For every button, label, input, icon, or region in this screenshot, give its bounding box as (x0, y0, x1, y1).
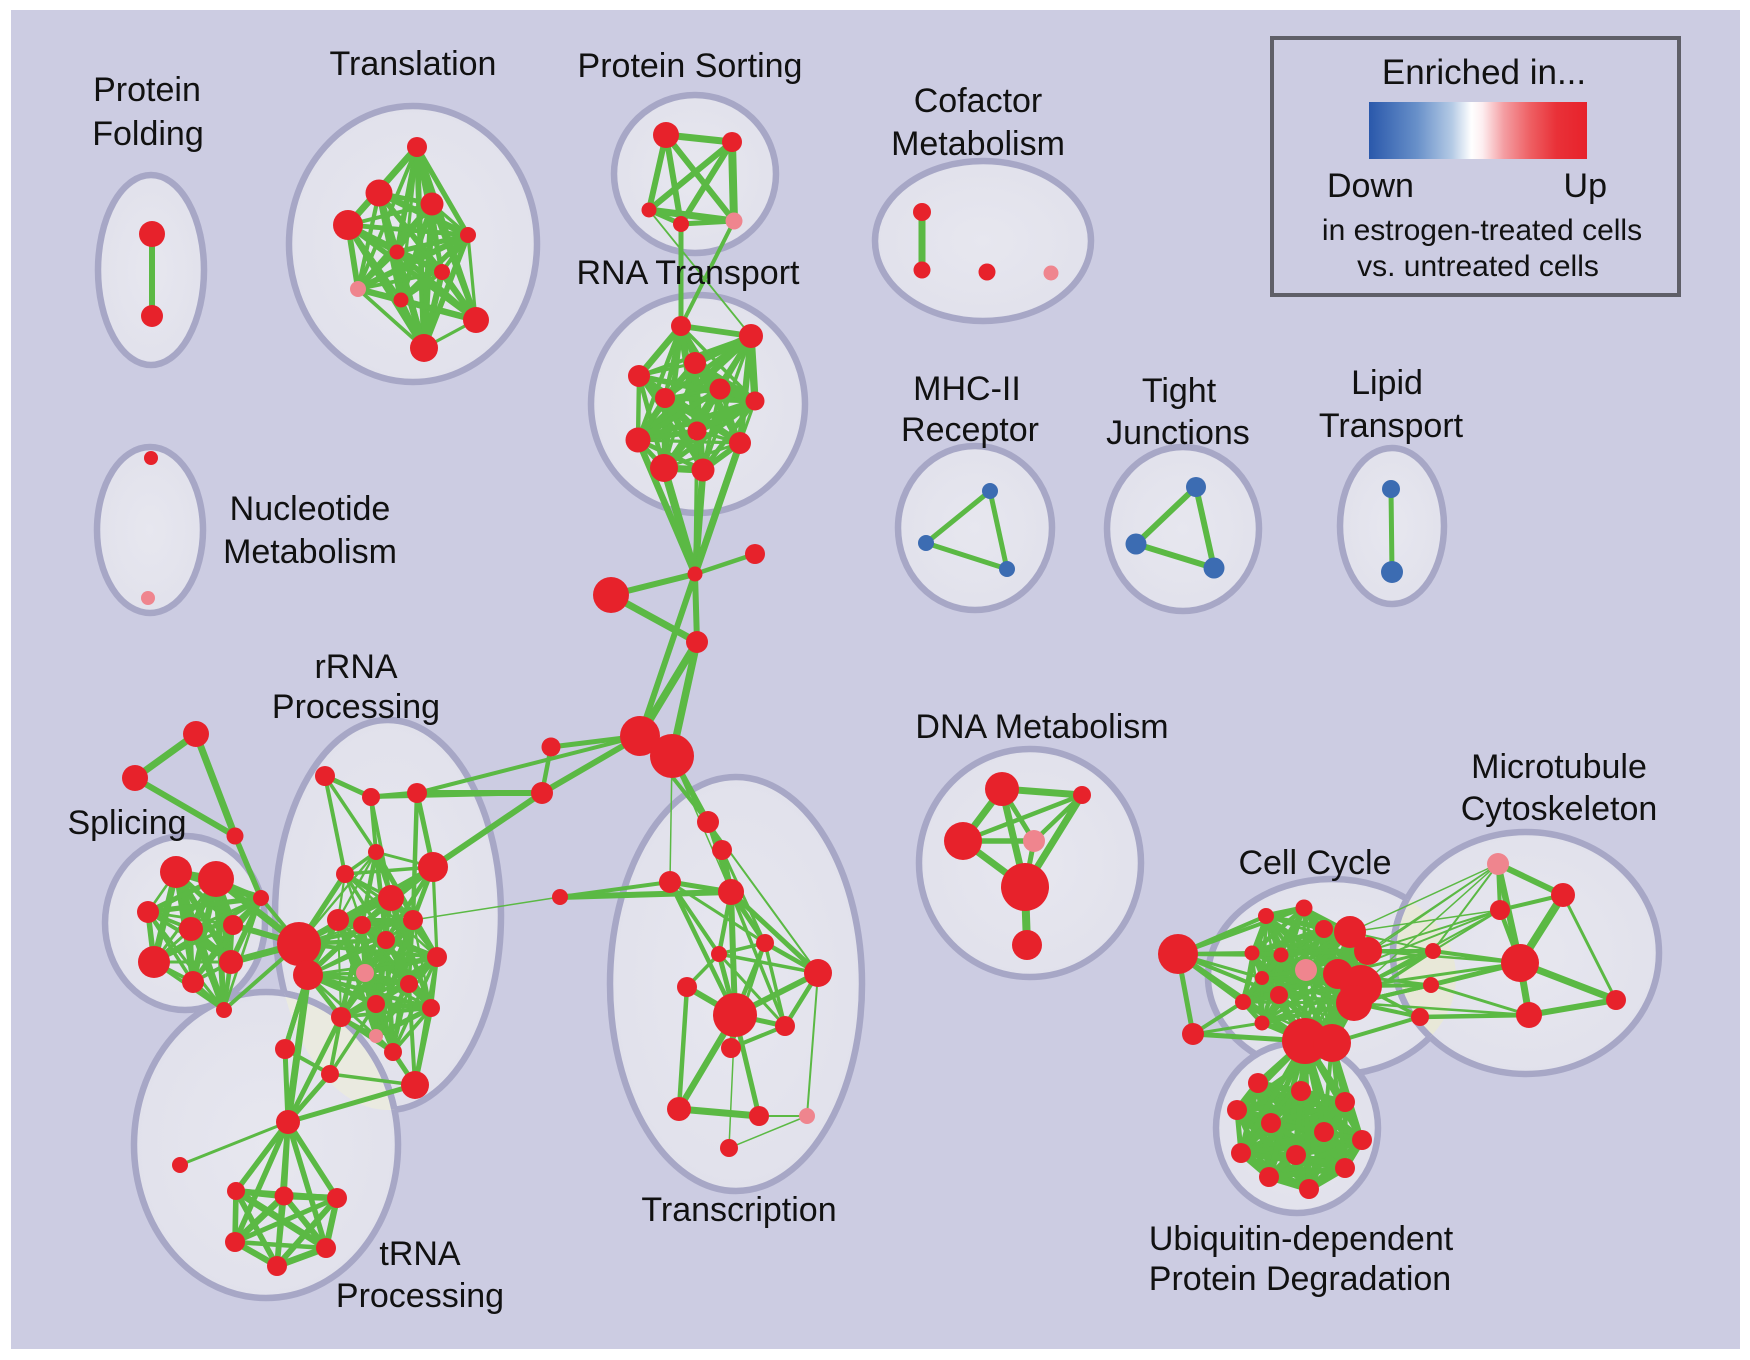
svg-text:Protein Sorting: Protein Sorting (578, 47, 803, 85)
svg-text:Protein Degradation: Protein Degradation (1149, 1260, 1451, 1298)
svg-text:in estrogen-treated cells: in estrogen-treated cells (1322, 214, 1642, 247)
svg-text:Nucleotide: Nucleotide (230, 490, 391, 528)
svg-text:Transport: Transport (1319, 407, 1464, 445)
svg-text:Tight: Tight (1142, 372, 1217, 410)
svg-text:Receptor: Receptor (901, 411, 1039, 449)
svg-text:Processing: Processing (336, 1277, 504, 1315)
svg-text:Metabolism: Metabolism (223, 533, 397, 571)
svg-text:Translation: Translation (330, 45, 497, 83)
svg-text:Processing: Processing (272, 688, 440, 726)
svg-text:Cofactor: Cofactor (914, 82, 1043, 120)
svg-text:Folding: Folding (92, 115, 204, 153)
svg-text:Down: Down (1327, 167, 1414, 205)
svg-text:rRNA: rRNA (314, 648, 397, 686)
svg-text:Cytoskeleton: Cytoskeleton (1461, 790, 1658, 828)
svg-text:Transcription: Transcription (641, 1191, 836, 1229)
svg-text:vs. untreated cells: vs. untreated cells (1357, 250, 1599, 283)
svg-text:Lipid: Lipid (1351, 364, 1423, 402)
svg-text:tRNA: tRNA (379, 1235, 461, 1273)
svg-text:Splicing: Splicing (67, 804, 186, 842)
svg-text:MHC-II: MHC-II (913, 370, 1021, 408)
svg-text:Cell Cycle: Cell Cycle (1238, 844, 1391, 882)
svg-text:Ubiquitin-dependent: Ubiquitin-dependent (1149, 1220, 1454, 1258)
svg-text:Protein: Protein (93, 71, 201, 109)
svg-text:Enriched in...: Enriched in... (1382, 53, 1586, 92)
svg-text:DNA Metabolism: DNA Metabolism (915, 708, 1168, 746)
svg-text:Metabolism: Metabolism (891, 125, 1065, 163)
svg-text:Up: Up (1564, 167, 1607, 205)
svg-text:Microtubule: Microtubule (1471, 748, 1647, 786)
svg-text:Junctions: Junctions (1106, 414, 1250, 452)
svg-text:RNA Transport: RNA Transport (577, 254, 801, 292)
